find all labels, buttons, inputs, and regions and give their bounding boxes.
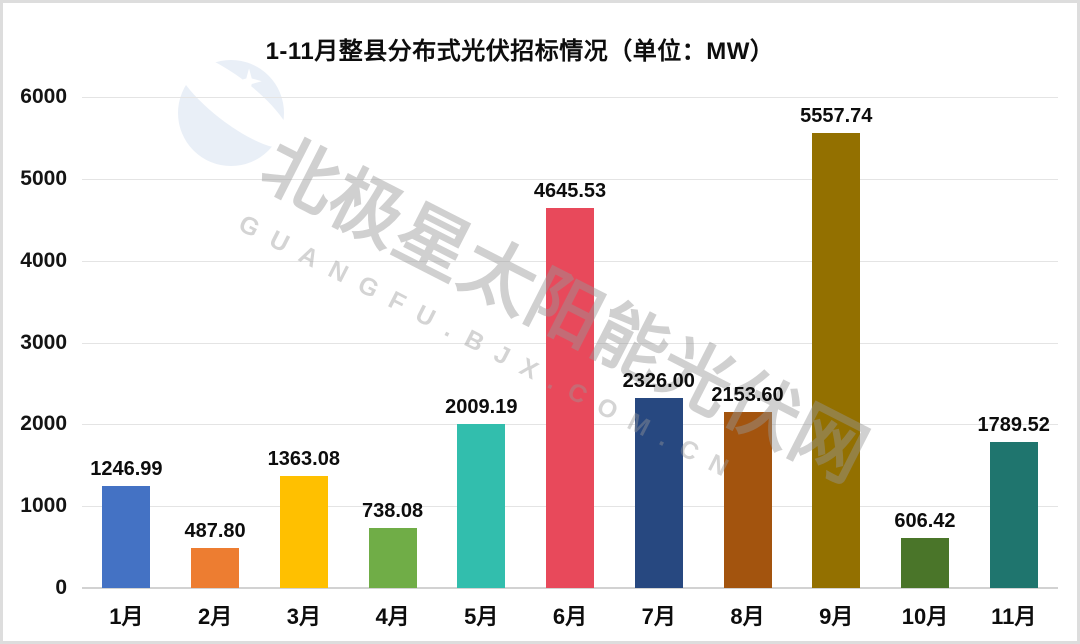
x-tick-label-1月: 1月 xyxy=(109,604,144,629)
value-label-6月: 4645.53 xyxy=(533,179,607,202)
x-tick-label-6月: 6月 xyxy=(552,604,588,629)
bar-9月 xyxy=(812,133,861,588)
gridline-5000 xyxy=(82,178,1058,180)
gridline-6000 xyxy=(82,97,1058,98)
value-label-3月: 1363.08 xyxy=(267,448,340,471)
plot-area: 1246.99 487.80 1363.08 738.08 2009.19 4645.53… xyxy=(82,97,1058,589)
x-tick-label-8月: 8月 xyxy=(730,604,765,629)
bar-column-5: 2009.19 xyxy=(437,97,526,588)
value-label-7月: 2326.00 xyxy=(622,369,695,392)
x-tick-label-9月: 9月 xyxy=(819,604,854,629)
y-tick-label-3000: 3000 xyxy=(20,330,67,354)
bar-column-3: 1363.08 xyxy=(259,97,348,588)
x-tick-label-10月: 10月 xyxy=(901,604,949,629)
y-tick-label-0: 0 xyxy=(55,576,67,599)
bar-8月 xyxy=(723,411,772,588)
bars-container: 1246.99 487.80 1363.08 738.08 2009.19 4645.53… xyxy=(82,97,1058,588)
x-tick-label-7月: 7月 xyxy=(641,604,676,629)
value-label-1月: 1246.99 xyxy=(90,457,163,480)
x-tick-label-4月: 4月 xyxy=(375,604,410,629)
brand-logo-watermark xyxy=(174,52,292,166)
value-label-4月: 738.08 xyxy=(361,499,424,522)
value-label-2月: 487.80 xyxy=(184,520,246,543)
value-label-5月: 2009.19 xyxy=(445,395,518,418)
bar-6月 xyxy=(546,207,595,588)
x-axis-line xyxy=(82,587,1058,589)
x-axis: 1月 2月 3月 4月 5月 6月 7月 8月 9月 10月 11月 xyxy=(82,599,1058,631)
bar-column-9: 5557.74 xyxy=(792,97,881,588)
y-tick-label-1000: 1000 xyxy=(20,494,67,518)
value-label-11月: 1789.52 xyxy=(977,413,1050,436)
bar-column-1: 1246.99 xyxy=(82,97,171,588)
bar-3月 xyxy=(279,476,328,588)
polaris-star-logo-icon xyxy=(174,52,292,166)
bar-column-7: 2326.00 xyxy=(614,97,703,588)
chart-title: 1-11月整县分布式光伏招标情况（单位：MW） xyxy=(265,38,775,65)
x-tick-label-3月: 3月 xyxy=(286,604,321,629)
bar-column-2: 487.80 xyxy=(171,97,260,588)
bar-column-4: 738.08 xyxy=(348,97,437,588)
y-axis: 0 1000 2000 3000 4000 5000 6000 xyxy=(0,85,67,599)
y-tick-label-6000: 6000 xyxy=(20,85,67,108)
bar-column-11: 1789.52 xyxy=(969,97,1058,588)
x-tick-label-11月: 11月 xyxy=(991,604,1037,629)
bar-1月 xyxy=(102,485,151,588)
value-label-9月: 5557.74 xyxy=(800,105,873,128)
y-tick-label-4000: 4000 xyxy=(20,248,67,272)
y-tick-label-2000: 2000 xyxy=(20,412,67,436)
bar-column-8: 2153.60 xyxy=(703,97,792,588)
x-tick-label-5月: 5月 xyxy=(464,604,499,629)
bar-column-10: 606.42 xyxy=(881,97,970,588)
value-label-8月: 2153.60 xyxy=(711,383,784,406)
bar-11月 xyxy=(989,441,1038,588)
bar-4月 xyxy=(368,527,417,588)
bar-column-6: 4645.53 xyxy=(526,97,615,588)
y-tick-label-5000: 5000 xyxy=(20,166,67,190)
bar-2月 xyxy=(191,548,240,588)
x-tick-label-2月: 2月 xyxy=(197,604,233,629)
bar-10月 xyxy=(900,538,949,588)
bar-7月 xyxy=(634,397,683,588)
value-label-10月: 606.42 xyxy=(894,510,956,533)
bar-5月 xyxy=(457,423,506,588)
